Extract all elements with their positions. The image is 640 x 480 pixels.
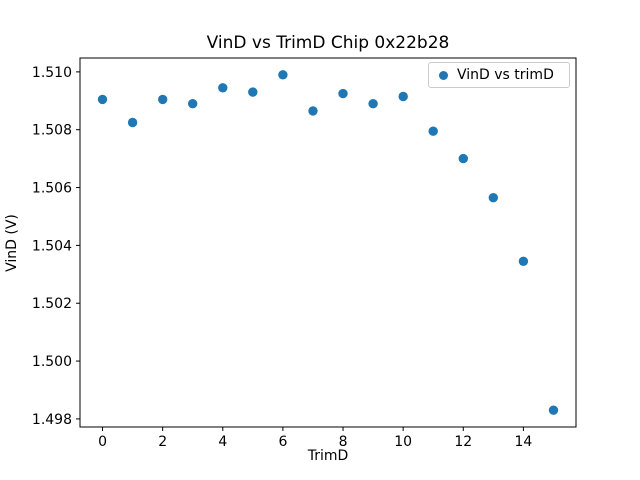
data-point bbox=[428, 126, 438, 136]
x-tick-label: 6 bbox=[278, 434, 287, 450]
y-tick-label: 1.510 bbox=[32, 65, 72, 81]
x-tick-label: 10 bbox=[394, 434, 412, 450]
data-point bbox=[548, 405, 559, 415]
data-point bbox=[458, 153, 468, 164]
y-tick-label: 1.498 bbox=[32, 412, 72, 428]
legend: VinD vs trimD bbox=[428, 62, 570, 88]
x-tick-label: 14 bbox=[514, 434, 532, 450]
y-tick-label: 1.500 bbox=[32, 354, 72, 370]
data-point bbox=[278, 70, 288, 80]
x-tick-label: 12 bbox=[454, 434, 472, 450]
y-tick-label: 1.508 bbox=[32, 123, 72, 139]
data-point bbox=[158, 94, 168, 105]
data-point bbox=[188, 99, 198, 109]
data-point bbox=[97, 94, 108, 105]
data-point bbox=[248, 87, 258, 97]
x-tick-label: 8 bbox=[339, 434, 348, 450]
data-point bbox=[338, 88, 348, 99]
legend-marker-icon bbox=[439, 70, 448, 80]
x-axis-label: TrimD bbox=[307, 448, 349, 464]
data-point bbox=[488, 193, 498, 203]
data-point bbox=[218, 83, 228, 93]
chart-title: VinD vs TrimD Chip 0x22b28 bbox=[206, 33, 450, 53]
data-point bbox=[518, 256, 529, 266]
axes-frame bbox=[79, 57, 577, 428]
data-point bbox=[398, 91, 408, 102]
x-tick-label: 2 bbox=[158, 434, 167, 450]
x-tick-label: 0 bbox=[98, 434, 107, 450]
x-tick-label: 4 bbox=[218, 434, 227, 450]
y-tick-label: 1.504 bbox=[32, 238, 72, 254]
legend-label: VinD vs trimD bbox=[457, 67, 554, 83]
y-tick-label: 1.506 bbox=[32, 181, 72, 197]
data-point bbox=[368, 99, 378, 109]
y-tick-label: 1.502 bbox=[32, 296, 72, 312]
y-axis-label: VinD (V) bbox=[4, 214, 20, 272]
data-point bbox=[308, 106, 318, 116]
data-point bbox=[127, 117, 138, 128]
